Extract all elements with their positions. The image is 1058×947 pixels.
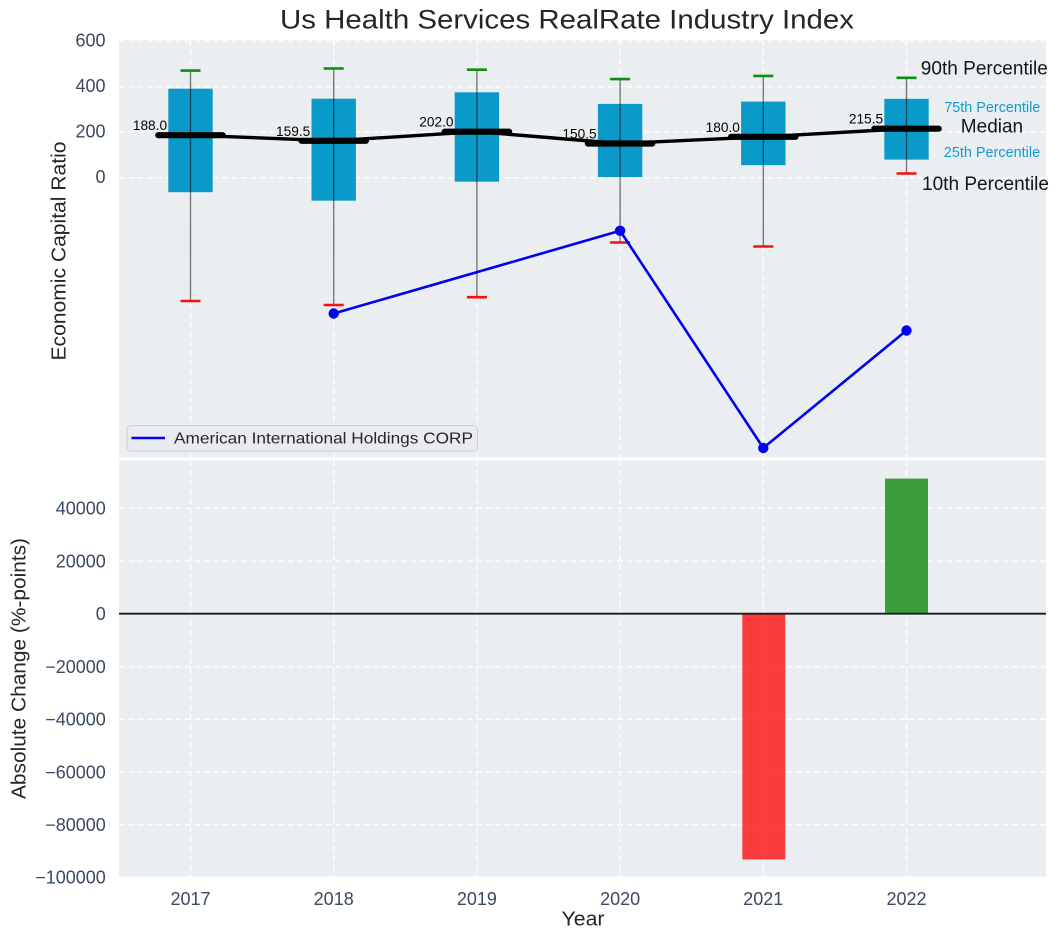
svg-text:90th Percentile: 90th Percentile: [921, 58, 1048, 80]
svg-text:2019: 2019: [457, 889, 497, 909]
svg-text:202.0: 202.0: [419, 115, 454, 130]
svg-text:−80000: −80000: [45, 815, 106, 835]
svg-text:20000: 20000: [56, 551, 106, 571]
svg-text:2021: 2021: [743, 889, 783, 909]
svg-text:American International Holding: American International Holdings CORP: [174, 431, 473, 448]
svg-text:75th Percentile: 75th Percentile: [944, 100, 1040, 116]
svg-text:−100000: −100000: [35, 868, 106, 888]
svg-text:215.5: 215.5: [849, 112, 884, 127]
svg-text:25th Percentile: 25th Percentile: [944, 145, 1040, 161]
svg-text:−40000: −40000: [45, 710, 106, 730]
svg-text:−60000: −60000: [45, 762, 106, 782]
svg-text:Us Health Services RealRate In: Us Health Services RealRate Industry Ind…: [280, 5, 855, 35]
svg-text:400: 400: [75, 76, 105, 96]
svg-text:40000: 40000: [56, 499, 106, 519]
svg-text:159.5: 159.5: [276, 124, 311, 139]
svg-text:0: 0: [95, 167, 105, 187]
svg-text:Economic Capital Ratio: Economic Capital Ratio: [48, 142, 71, 361]
svg-text:600: 600: [75, 31, 105, 51]
svg-text:188.0: 188.0: [133, 118, 168, 133]
svg-text:2020: 2020: [600, 889, 640, 909]
svg-text:Year: Year: [562, 907, 605, 930]
svg-text:2022: 2022: [886, 889, 926, 909]
svg-text:200: 200: [75, 122, 105, 142]
svg-text:150.5: 150.5: [562, 127, 597, 142]
svg-text:0: 0: [96, 604, 106, 624]
svg-text:2018: 2018: [314, 889, 354, 909]
svg-text:Absolute Change (%-points): Absolute Change (%-points): [8, 538, 31, 799]
svg-text:180.0: 180.0: [706, 120, 741, 135]
svg-text:2017: 2017: [170, 889, 210, 909]
svg-text:10th Percentile: 10th Percentile: [922, 173, 1049, 195]
svg-text:Median: Median: [961, 117, 1023, 138]
svg-text:−20000: −20000: [45, 657, 106, 677]
